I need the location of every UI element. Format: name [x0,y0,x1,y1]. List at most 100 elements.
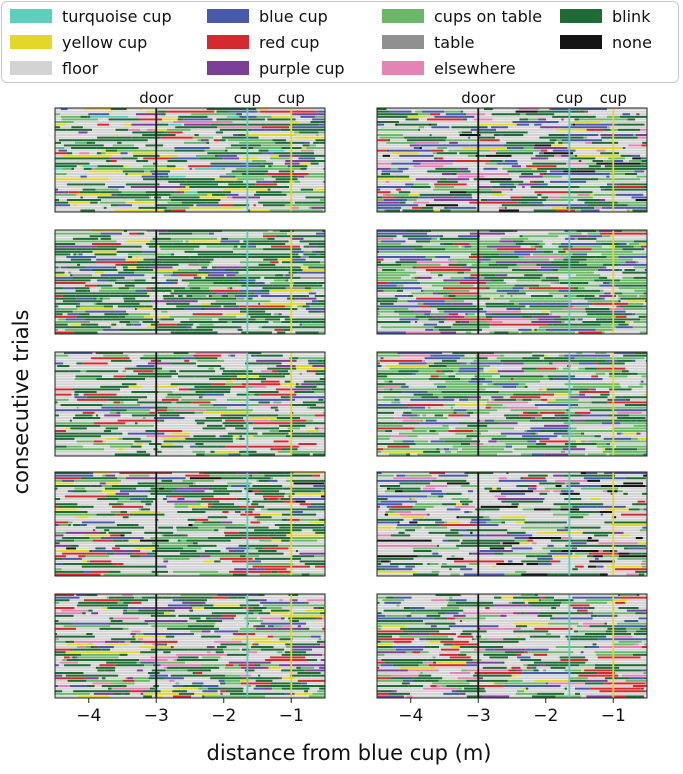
trial-segment [55,297,77,300]
trial-segment [55,235,90,238]
trial-segment [643,430,647,433]
trial-segment [498,479,547,482]
trial-segment [282,485,314,488]
trial-segment [553,474,564,477]
trial-segment [55,209,79,212]
trial-segment [604,323,619,326]
trial-segment [472,500,493,503]
trial-segment [228,110,258,113]
trial-segment [165,113,192,116]
trial-segment [525,372,552,375]
trial-segment [536,440,540,443]
trial-segment [425,256,436,259]
trial-segment [101,199,135,202]
trial-segment [281,191,325,194]
trial-segment [607,108,617,111]
trial-segment [177,188,191,191]
trial-segment [197,191,223,194]
trial-segment [84,380,142,383]
trial-segment [617,263,647,266]
trial-segment [550,282,555,285]
trial-segment [114,552,128,555]
trial-segment [72,237,99,240]
trial-segment [318,310,322,313]
trial-segment [588,188,601,191]
trial-segment [573,199,578,202]
trial-segment [427,289,448,292]
trial-segment [399,513,428,516]
trial-segment [254,516,272,519]
trial-segment [257,157,271,160]
trial-segment [245,134,271,137]
trial-segment [283,274,286,277]
trial-segment [433,154,468,157]
trial-segment [129,357,141,360]
trial-segment [454,160,490,163]
trial-segment [205,417,244,420]
trial-segment [513,448,534,451]
trial-segment [406,302,418,305]
trial-segment [567,430,618,433]
trial-segment [579,199,600,202]
trial-segment [271,245,301,248]
trial-segment [499,354,505,357]
trial-segment [55,193,77,196]
trial-segment [92,539,113,542]
trial-segment [377,108,387,111]
trial-segment [259,404,290,407]
trial-segment [132,487,137,490]
trial-segment [299,552,325,555]
trial-segment [210,362,218,365]
trial-segment [453,406,464,409]
trial-segment [564,482,569,485]
trial-segment [433,188,493,191]
trial-segment [629,209,633,212]
trial-segment [70,508,78,511]
trial-segment [95,271,105,274]
trial-segment [528,474,548,477]
trial-segment [55,542,60,545]
trial-segment [318,134,325,137]
trial-segment [170,193,208,196]
trial-segment [319,518,325,521]
trial-segment [471,284,474,287]
trial-segment [418,128,421,131]
trial-segment [58,305,76,308]
trial-segment [430,375,439,378]
trial-segment [202,427,226,430]
trial-segment [272,162,285,165]
trial-segment [570,123,573,126]
trial-segment [525,113,555,116]
trial-segment [82,180,93,183]
trial-segment [510,378,514,381]
trial-segment [607,396,616,399]
trial-segment [585,440,589,443]
trial-segment [377,388,384,391]
trial-segment [614,245,632,248]
trial-segment [62,552,83,555]
trial-segment [269,292,309,295]
trial-segment [93,443,107,446]
trial-segment [523,482,540,485]
trial-segment [128,396,148,399]
trial-segment [278,414,315,417]
trial-segment [309,305,325,308]
trial-segment [74,396,87,399]
trial-segment [322,487,325,490]
trial-segment [311,388,325,391]
trial-segment [83,568,116,571]
trial-segment [450,380,469,383]
trial-segment [155,391,159,394]
trial-segment [144,445,161,448]
trial-segment [400,209,403,212]
trial-segment [168,560,203,563]
trial-segment [100,326,108,329]
trial-segment [55,398,69,401]
trial-segment [72,152,76,155]
trial-segment [105,121,122,124]
trial-segment [62,154,112,157]
legend-label: turquoise cup [62,6,172,26]
trial-segment [594,206,603,209]
trial-segment [394,295,408,298]
trial-segment [457,196,473,199]
